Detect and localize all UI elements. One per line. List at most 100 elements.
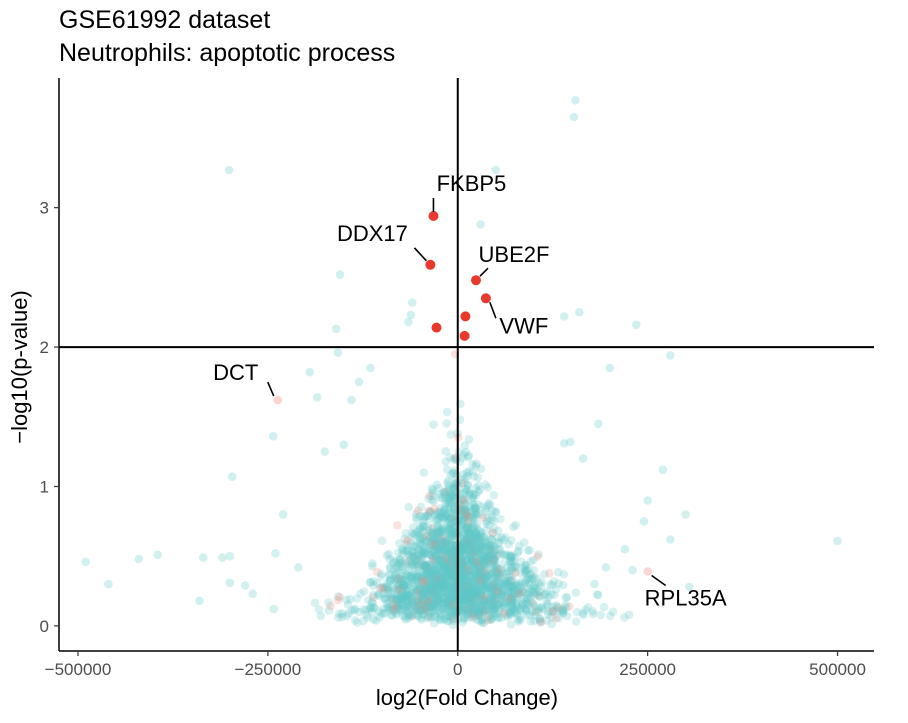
gene-point [521,565,530,575]
gene-point [430,566,440,576]
gene-point [460,580,470,590]
gene-point [434,546,444,556]
gene-point [461,591,471,600]
gene-point [534,604,543,613]
gene-point [402,596,411,606]
gene-point [440,546,449,556]
gene-point [384,603,393,612]
gene-point [458,604,467,614]
gene-point [458,569,467,579]
gene-point [504,582,514,591]
gene-point [383,584,393,594]
gene-point [442,537,452,547]
gene-point [491,601,501,611]
gene-point [445,588,455,598]
gene-point [443,560,452,569]
x-tick-label: −250000 [235,660,302,679]
gene-point [435,507,445,517]
gene-point [457,557,467,567]
gene-point [439,560,449,570]
gene-point [462,541,471,551]
gene-point [457,530,466,539]
gene-point [561,600,570,610]
gene-point [433,545,443,554]
gene-point [425,585,435,594]
gene-point [423,569,433,578]
gene-point [411,596,421,606]
gene-point [478,567,488,577]
gene-point [388,593,397,603]
gene-point [481,600,490,610]
apoptotic-point [425,596,434,605]
gene-point [426,570,436,580]
gene-point [419,561,429,570]
gene-point [476,565,485,574]
gene-point [470,530,479,539]
gene-point [528,599,538,608]
gene-point [478,570,488,580]
gene-point [467,610,476,619]
gene-point [425,595,434,604]
gene-point [469,563,478,573]
gene-point [472,575,482,585]
gene-point [425,567,434,577]
apoptotic-point [531,606,541,616]
gene-point [463,480,473,490]
gene-point [463,507,473,516]
gene-point [543,601,552,610]
gene-point [509,557,518,566]
gene-point [472,595,481,605]
gene-point [388,594,397,603]
gene-point [343,600,353,609]
gene-point [390,576,400,585]
gene-point [464,534,474,544]
gene-point [478,601,487,610]
gene-point [393,601,403,611]
gene-point [458,578,468,588]
gene-point [389,564,399,573]
gene-point [460,505,470,514]
gene-point [446,564,456,573]
gene-point [442,571,451,581]
gene-point [396,559,406,568]
gene-point [411,585,421,594]
gene-point [463,586,473,596]
gene-point [431,578,441,588]
gene-point [408,552,417,561]
gene-point [470,508,480,517]
apoptotic-point [461,508,471,517]
gene-point [412,586,422,595]
gene-point [458,594,467,604]
gene-point [460,577,470,586]
gene-point [365,578,375,587]
gene-point [464,531,473,540]
gene-point [450,581,459,591]
apoptotic-point [441,537,450,546]
gene-point [429,597,439,606]
gene-point [422,588,432,597]
gene-point [480,552,490,562]
gene-point [472,588,482,598]
gene-point [522,593,531,603]
gene-point [489,585,498,595]
gene-point [390,570,400,580]
gene-point [435,527,445,536]
gene-point [410,588,419,597]
gene-point [581,605,590,615]
gene-point [463,527,473,536]
gene-point [444,493,453,503]
gene-point [460,568,469,577]
gene-point [485,552,494,561]
gene-point [472,553,482,563]
gene-point [488,584,497,593]
gene-point [446,593,456,602]
gene-point [472,546,481,555]
gene-point [552,602,562,612]
gene-point [460,513,470,523]
gene-point [494,569,504,578]
gene-point [547,607,556,617]
gene-point [487,535,497,544]
gene-point [461,473,470,483]
gene-point [508,592,518,601]
gene-point [476,510,485,520]
